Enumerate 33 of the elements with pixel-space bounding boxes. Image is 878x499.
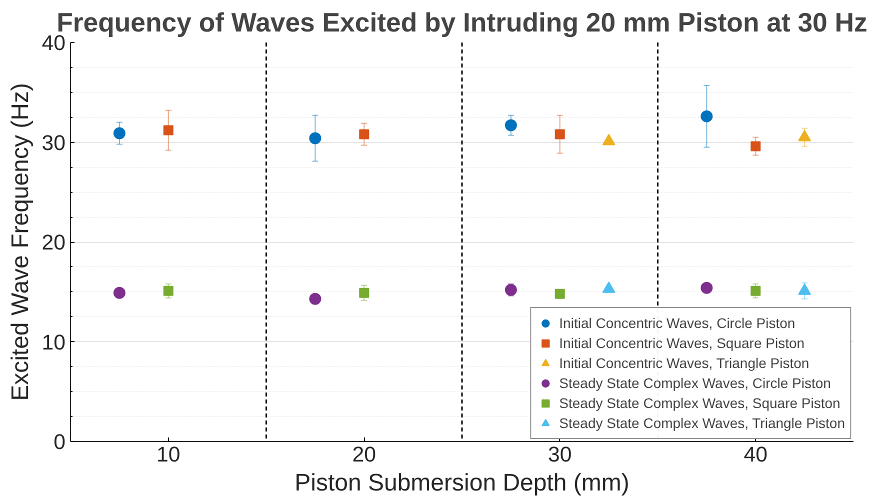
x-tick-label: 10 bbox=[156, 442, 180, 466]
point bbox=[700, 110, 713, 122]
point bbox=[554, 288, 565, 299]
point bbox=[359, 129, 370, 140]
y-tick-label: 0 bbox=[54, 430, 66, 454]
point bbox=[554, 129, 565, 140]
y-tick-label: 30 bbox=[42, 130, 66, 155]
point bbox=[700, 282, 713, 294]
legend-label: Steady State Complex Waves, Triangle Piston bbox=[559, 415, 845, 431]
point bbox=[309, 132, 322, 144]
y-tick-label: 10 bbox=[42, 330, 66, 354]
point bbox=[750, 286, 761, 296]
x-axis-title: Piston Submersion Depth (mm) bbox=[294, 470, 630, 496]
legend-label: Steady State Complex Waves, Circle Piston bbox=[559, 375, 831, 391]
point bbox=[113, 286, 126, 299]
y-axis-title: Excited Wave Frequency (Hz) bbox=[6, 83, 34, 401]
x-tick-label: 20 bbox=[352, 442, 376, 466]
point bbox=[113, 127, 126, 140]
point bbox=[750, 141, 761, 152]
y-tick-label: 40 bbox=[42, 31, 66, 55]
point bbox=[359, 288, 370, 298]
point bbox=[504, 119, 517, 132]
x-tick-label: 30 bbox=[548, 442, 572, 466]
legend-label: Initial Concentric Waves, Circle Piston bbox=[559, 315, 796, 331]
point bbox=[504, 284, 517, 296]
legend-label: Initial Concentric Waves, Square Piston bbox=[559, 335, 805, 351]
point bbox=[163, 125, 174, 136]
x-tick-label: 40 bbox=[744, 442, 768, 466]
point bbox=[309, 292, 322, 305]
y-tick-label: 20 bbox=[42, 230, 66, 254]
legend-label: Initial Concentric Waves, Triangle Piston bbox=[559, 355, 810, 371]
legend-label: Steady State Complex Waves, Square Piston bbox=[559, 395, 840, 411]
point bbox=[163, 286, 174, 296]
